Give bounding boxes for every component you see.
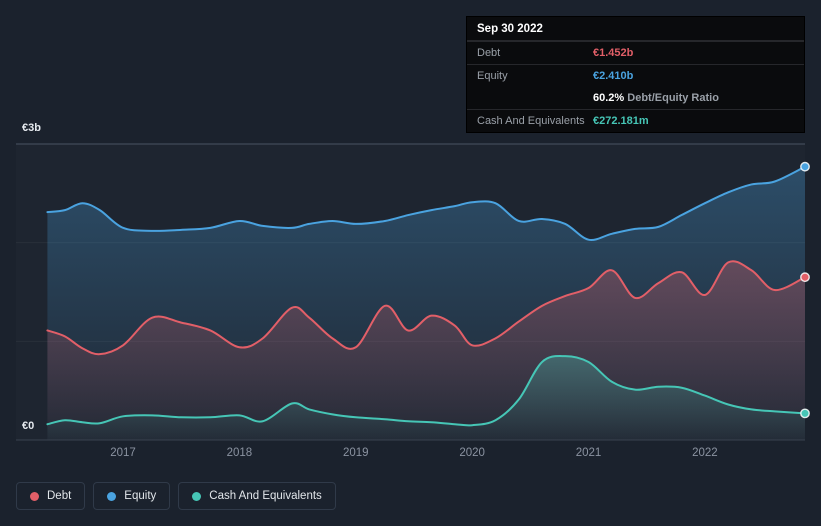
tooltip-debt-label: Debt [477,47,501,59]
tooltip-row-ratio: 60.2% Debt/Equity Ratio [467,87,804,109]
tooltip-date: Sep 30 2022 [467,17,804,41]
tooltip-ratio-value: 60.2% Debt/Equity Ratio [593,92,794,104]
chart-legend: Debt Equity Cash And Equivalents [16,482,336,510]
tooltip-ratio-percent: 60.2% [593,92,625,104]
tooltip-cash-label: Cash And Equivalents [477,115,585,127]
tooltip-cash-value: €272.181m [593,115,649,127]
legend-equity-label: Equity [124,490,157,502]
endpoint-marker-debt [800,272,810,283]
x-axis-tick-label: 2020 [459,447,485,459]
tooltip-equity-label: Equity [477,70,508,82]
tooltip-row-debt: Debt €1.452b [467,41,804,64]
line-cash-and-equivalents [46,355,806,427]
area-cash-and-equivalents [47,356,806,440]
line-equity [46,165,806,241]
legend-item-debt[interactable]: Debt [16,482,86,510]
tooltip-row-equity: Equity €2.410b [467,64,804,87]
cash-series-dot-icon [192,491,202,501]
endpoint-marker-equity [800,161,810,172]
debt-series-dot-icon [30,491,39,501]
legend-cash-label: Cash And Equivalents [209,490,322,502]
tooltip-ratio-label: Debt/Equity Ratio [627,92,719,104]
legend-item-cash[interactable]: Cash And Equivalents [178,482,336,510]
x-axis-tick-label: 2017 [110,447,136,459]
x-axis-tick-label: 2019 [343,447,369,459]
chart-tooltip: Sep 30 2022 Debt €1.452b Equity €2.410b … [466,16,805,133]
x-axis-tick-label: 2021 [575,447,602,459]
tooltip-row-cash: Cash And Equivalents €272.181m [467,109,804,132]
x-axis-tick-label: 2018 [226,447,253,459]
legend-item-equity[interactable]: Equity [93,482,171,510]
line-debt [46,260,806,356]
endpoint-marker-cash-and-equivalents [800,408,810,419]
tooltip-equity-value: €2.410b [593,70,634,82]
y-axis-label-max: €3b [22,122,41,134]
tooltip-debt-value: €1.452b [593,47,634,59]
x-axis-tick-label: 2022 [692,447,718,459]
equity-series-dot-icon [107,491,117,501]
legend-debt-label: Debt [47,490,72,502]
y-axis-label-min: €0 [22,420,35,432]
